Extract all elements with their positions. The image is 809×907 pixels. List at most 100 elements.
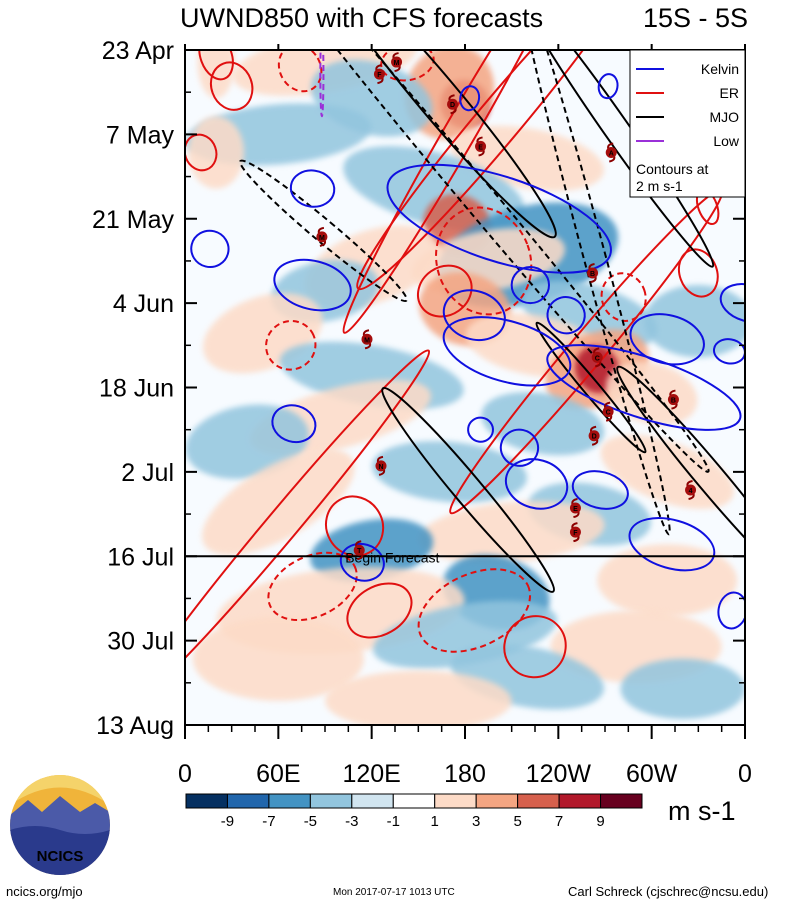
- y-tick-label: 16 Jul: [107, 543, 174, 571]
- logo-sun: [10, 775, 110, 805]
- legend: Kelvin ER MJO Low Contours at 2 m s-1: [629, 49, 746, 198]
- contour-er-12: [600, 272, 647, 322]
- contour-er-9: [677, 248, 719, 298]
- cyclone-disc: [569, 526, 581, 538]
- contour-kelvin-43: [504, 458, 569, 510]
- field-anomaly-24: [481, 392, 605, 456]
- contour-mjo-24: [242, 50, 710, 473]
- cyclone-letter: M: [364, 337, 370, 344]
- cyclone-marker-16: T: [353, 540, 365, 561]
- cyclone-disc: [475, 140, 487, 152]
- cyclone-disc: [373, 68, 385, 80]
- colorbar-bin-3: [309, 793, 353, 809]
- field-anomaly-30: [418, 501, 605, 564]
- cyclone-swirl-icon: [355, 540, 364, 561]
- cyclone-swirl-icon: [392, 52, 401, 73]
- cyclone-swirl-icon: [571, 522, 580, 543]
- y-tick-label: 30 Jul: [107, 628, 174, 656]
- contour-kelvin-29: [289, 169, 336, 208]
- cyclone-marker-5: M: [316, 226, 328, 247]
- cyclone-disc: [375, 460, 387, 472]
- cyclone-letter: D: [592, 434, 597, 441]
- colorbar-bin-8: [517, 793, 560, 809]
- contour-er-18: [503, 615, 567, 679]
- cyclone-disc: [447, 98, 459, 110]
- cyclone-disc: [605, 146, 617, 158]
- cyclone-disc: [685, 484, 697, 496]
- contour-kelvin-28: [386, 163, 612, 274]
- colorbar-label: 1: [431, 813, 439, 830]
- field-anomaly-32: [597, 544, 738, 617]
- contour-er-19: [346, 582, 413, 639]
- y-tick-label: 23 Apr: [102, 37, 174, 65]
- contour-er-2: [209, 61, 254, 111]
- contour-er-17: [417, 568, 532, 653]
- cyclone-marker-1: F: [373, 64, 385, 85]
- cyclone-swirl-icon: [376, 455, 386, 476]
- colorbar-label: -9: [221, 813, 234, 830]
- cyclone-disc: [587, 267, 599, 279]
- cyclone-marker-15: F: [569, 522, 581, 543]
- cyclone-letter: C: [595, 355, 600, 362]
- cyclone-swirl-icon: [375, 64, 384, 85]
- legend-entry-low: Low: [636, 133, 740, 149]
- cyclone-marker-3: E: [475, 136, 487, 157]
- contour-mjo-21: [517, 50, 715, 268]
- contour-kelvin-33: [546, 296, 586, 335]
- legend-note-line-2: 2 m s-1: [636, 178, 683, 194]
- chart-region: 15S - 5S: [643, 3, 748, 33]
- x-tick-label: 60E: [256, 760, 300, 788]
- cyclone-swirl-icon: [669, 389, 678, 410]
- colorbar-bin-6: [434, 793, 477, 809]
- tropical-cyclone-markers: M F D E A M B M C B C D N 4 E F T: [316, 52, 697, 561]
- cyclone-marker-14: E: [569, 498, 581, 519]
- cyclone-letter: C: [606, 410, 611, 417]
- cyclone-letter: N: [378, 464, 383, 471]
- contour-mjo-25: [381, 386, 556, 593]
- colorbar-bin-1: [226, 793, 270, 809]
- y-axis: 23 Apr 7 May 21 May 4 Jun 18 Jun 2 Jul 16 Jul 3…: [92, 37, 745, 740]
- cyclone-marker-13: 4: [685, 479, 697, 500]
- cyclone-disc: [588, 430, 600, 442]
- cyclone-marker-6: B: [587, 263, 599, 283]
- x-tick-label: 0: [178, 760, 192, 788]
- colorbar-bin-10: [600, 793, 643, 809]
- field-anomaly-28: [202, 448, 355, 556]
- footer-author: Carl Schreck (cjschrec@ncsu.edu): [568, 884, 769, 899]
- contour-kelvin-49: [459, 85, 481, 112]
- cyclone-letter: E: [478, 144, 483, 151]
- cyclone-swirl-icon: [603, 401, 613, 422]
- colorbar-bin-7: [475, 793, 519, 809]
- forecast-marker: Begin Forecast: [185, 549, 745, 565]
- contour-mjo-22: [239, 159, 408, 303]
- y-tick-label: 2 Jul: [121, 459, 174, 487]
- cyclone-marker-0: M: [391, 52, 403, 73]
- y-tick-label: 7 May: [106, 121, 175, 149]
- y-tick-label: 18 Jun: [99, 375, 174, 403]
- x-axis: 0 60E 120E 180 120W 60W 0: [178, 44, 752, 788]
- legend-entry-kelvin: Kelvin: [636, 61, 739, 77]
- contour-er-6: [380, 50, 435, 82]
- footer-timestamp: Mon 2017-07-17 1013 UTC: [333, 887, 455, 898]
- cyclone-marker-9: B: [667, 389, 679, 410]
- cyclone-marker-4: A: [605, 142, 617, 163]
- cyclone-swirl-icon: [686, 479, 695, 500]
- colorbar-units: m s-1: [668, 796, 736, 826]
- contour-low-50: [319, 50, 325, 118]
- cyclone-marker-8: C: [591, 347, 603, 368]
- contour-kelvin-32: [442, 289, 506, 342]
- legend-label: MJO: [709, 109, 739, 125]
- cyclone-marker-2: D: [447, 94, 459, 115]
- field-anomaly-25: [185, 404, 309, 479]
- cyclone-disc: [591, 351, 603, 363]
- cyclone-disc: [391, 56, 403, 68]
- cyclone-letter: D: [450, 102, 455, 109]
- cyclone-marker-12: N: [375, 455, 387, 476]
- cyclone-letter: F: [377, 72, 382, 79]
- cyclone-disc: [667, 394, 679, 406]
- contour-kelvin-37: [629, 313, 705, 366]
- cyclone-swirl-icon: [448, 94, 457, 115]
- contour-kelvin-36: [546, 344, 742, 431]
- contour-kelvin-31: [273, 258, 352, 312]
- cyclone-letter: A: [609, 150, 614, 157]
